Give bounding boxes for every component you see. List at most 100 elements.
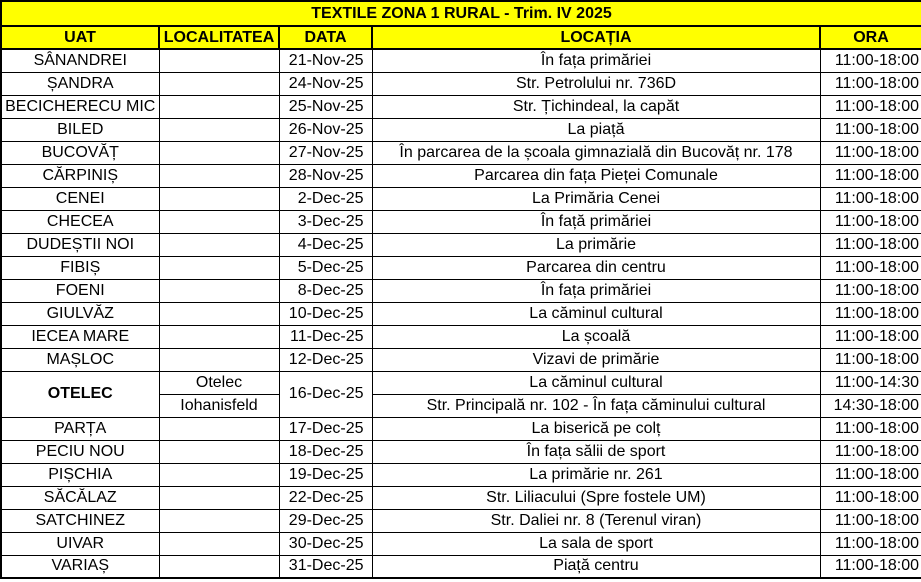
- table-row: CĂRPINIȘ 28-Nov-25 Parcarea din fața Piețe…: [0, 163, 921, 188]
- location-cell: Piață centru: [371, 554, 821, 579]
- date-cell: 10-Dec-25: [278, 301, 373, 326]
- location-cell: În parcarea de la școala gimnazială din …: [371, 140, 821, 165]
- table-row: SĂCĂLAZ 22-Dec-25 Str. Liliacului (Spre fo…: [0, 485, 921, 510]
- date-cell: 27-Nov-25: [278, 140, 373, 165]
- localitatea-cell: [158, 140, 280, 165]
- uat-cell: BECICHERECU MIC: [0, 94, 160, 119]
- time-cell: 11:00-18:00: [819, 48, 921, 73]
- uat-cell: CHECEA: [0, 209, 160, 234]
- uat-cell: CENEI: [0, 186, 160, 211]
- table-row: PARȚA 17-Dec-25 La biserică pe colț 11:00-1…: [0, 416, 921, 441]
- time-cell: 11:00-18:00: [819, 416, 921, 441]
- location-cell: La biserică pe colț: [371, 416, 821, 441]
- uat-cell: UIVAR: [0, 531, 160, 556]
- time-cell: 11:00-18:00: [819, 531, 921, 556]
- localitatea-cell: [158, 163, 280, 188]
- date-cell: 4-Dec-25: [278, 232, 373, 257]
- time-cell: 11:00-18:00: [819, 485, 921, 510]
- date-cell: 18-Dec-25: [278, 439, 373, 464]
- localitatea-cell: [158, 416, 280, 441]
- uat-cell: PIȘCHIA: [0, 462, 160, 487]
- uat-cell: FIBIȘ: [0, 255, 160, 280]
- time-cell: 11:00-18:00: [819, 94, 921, 119]
- uat-cell: BILED: [0, 117, 160, 142]
- table-row: MAȘLOC 12-Dec-25 Vizavi de primărie 11:00-1…: [0, 347, 921, 372]
- uat-cell: SĂCĂLAZ: [0, 485, 160, 510]
- table-row: CHECEA 3-Dec-25 În față primăriei 11:00-18:…: [0, 209, 921, 234]
- time-cell: 11:00-18:00: [819, 186, 921, 211]
- date-cell: 29-Dec-25: [278, 508, 373, 533]
- uat-cell: FOENI: [0, 278, 160, 303]
- date-cell: 11-Dec-25: [278, 324, 373, 349]
- uat-cell: VARIAȘ: [0, 554, 160, 579]
- table-row: ȘANDRA 24-Nov-25 Str. Petrolului nr. 736D 1…: [0, 71, 921, 96]
- localitatea-cell: [158, 94, 280, 119]
- table-row: PIȘCHIA 19-Dec-25 La primărie nr. 261 11:00…: [0, 462, 921, 487]
- date-cell: 5-Dec-25: [278, 255, 373, 280]
- date-cell: 24-Nov-25: [278, 71, 373, 96]
- location-cell: La școală: [371, 324, 821, 349]
- table-row: SATCHINEZ 29-Dec-25 Str. Daliei nr. 8 (Ter…: [0, 508, 921, 533]
- table-body: SÂNANDREI 21-Nov-25 În fața primăriei 11:00…: [0, 48, 921, 579]
- date-cell: 16-Dec-25: [278, 370, 373, 418]
- location-cell: La căminul cultural: [371, 301, 821, 326]
- date-cell: 3-Dec-25: [278, 209, 373, 234]
- table-row: SÂNANDREI 21-Nov-25 În fața primăriei 11:00…: [0, 48, 921, 73]
- date-cell: 22-Dec-25: [278, 485, 373, 510]
- time-cell: 11:00-18:00: [819, 554, 921, 579]
- column-header-data: DATA: [278, 25, 373, 50]
- page-title: TEXTILE ZONA 1 RURAL - Trim. IV 2025: [0, 0, 921, 27]
- location-cell: Str. Petrolului nr. 736D: [371, 71, 821, 96]
- table-row: VARIAȘ 31-Dec-25 Piață centru 11:00-18:00: [0, 554, 921, 579]
- uat-cell: ȘANDRA: [0, 71, 160, 96]
- column-header-ora: ORA: [818, 25, 921, 50]
- time-cell: 11:00-18:00: [819, 209, 921, 234]
- uat-cell: PARȚA: [0, 416, 160, 441]
- location-cell: Str. Liliacului (Spre fostele UM): [371, 485, 821, 510]
- time-cell: 11:00-18:00: [819, 347, 921, 372]
- location-cell: În față primăriei: [371, 209, 821, 234]
- date-cell: 28-Nov-25: [278, 163, 373, 188]
- localitatea-cell: [158, 508, 280, 533]
- location-cell: La primărie nr. 261: [371, 462, 821, 487]
- time-cell: 11:00-18:00: [819, 255, 921, 280]
- date-cell: 12-Dec-25: [278, 347, 373, 372]
- location-cell: În fața primăriei: [371, 48, 821, 73]
- localitatea-cell: [158, 324, 280, 349]
- localitatea-cell: [158, 554, 280, 579]
- time-cell: 11:00-18:00: [819, 278, 921, 303]
- time-cell: 11:00-14:30: [819, 370, 921, 395]
- date-cell: 17-Dec-25: [278, 416, 373, 441]
- table-row: BECICHERECU MIC 25-Nov-25 Str. Țichindeal,…: [0, 94, 921, 119]
- uat-cell: BUCOVĂȚ: [0, 140, 160, 165]
- localitatea-cell: [158, 278, 280, 303]
- table-row: CENEI 2-Dec-25 La Primăria Cenei 11:00-18:0…: [0, 186, 921, 211]
- location-cell: La căminul cultural: [371, 370, 821, 395]
- uat-cell: SÂNANDREI: [0, 48, 160, 73]
- time-cell: 11:00-18:00: [819, 117, 921, 142]
- column-header-row: UAT LOCALITATEA DATA LOCAȚIA ORA: [0, 25, 921, 50]
- localitatea-cell: [158, 209, 280, 234]
- location-cell: În fața sălii de sport: [371, 439, 821, 464]
- table-row: FIBIȘ 5-Dec-25 Parcarea din centru 11:00-18…: [0, 255, 921, 280]
- uat-cell: PECIU NOU: [0, 439, 160, 464]
- table-row: GIULVĂZ 10-Dec-25 La căminul cultural 11:00…: [0, 301, 921, 326]
- time-cell: 14:30-18:00: [819, 393, 921, 418]
- location-cell: Parcarea din centru: [371, 255, 821, 280]
- table-row: PECIU NOU 18-Dec-25 În fața sălii de sport…: [0, 439, 921, 464]
- uat-cell: DUDEȘTII NOI: [0, 232, 160, 257]
- uat-cell: IECEA MARE: [0, 324, 160, 349]
- localitatea-cell: Iohanisfeld: [158, 393, 280, 418]
- localitatea-cell: [158, 462, 280, 487]
- uat-cell: OTELEC: [0, 370, 160, 418]
- table-row: DUDEȘTII NOI 4-Dec-25 La primărie 11:00-18:…: [0, 232, 921, 257]
- location-cell: Str. Daliei nr. 8 (Terenul viran): [371, 508, 821, 533]
- time-cell: 11:00-18:00: [819, 324, 921, 349]
- date-cell: 19-Dec-25: [278, 462, 373, 487]
- time-cell: 11:00-18:00: [819, 71, 921, 96]
- uat-cell: MAȘLOC: [0, 347, 160, 372]
- location-cell: La primărie: [371, 232, 821, 257]
- uat-cell: SATCHINEZ: [0, 508, 160, 533]
- uat-cell: GIULVĂZ: [0, 301, 160, 326]
